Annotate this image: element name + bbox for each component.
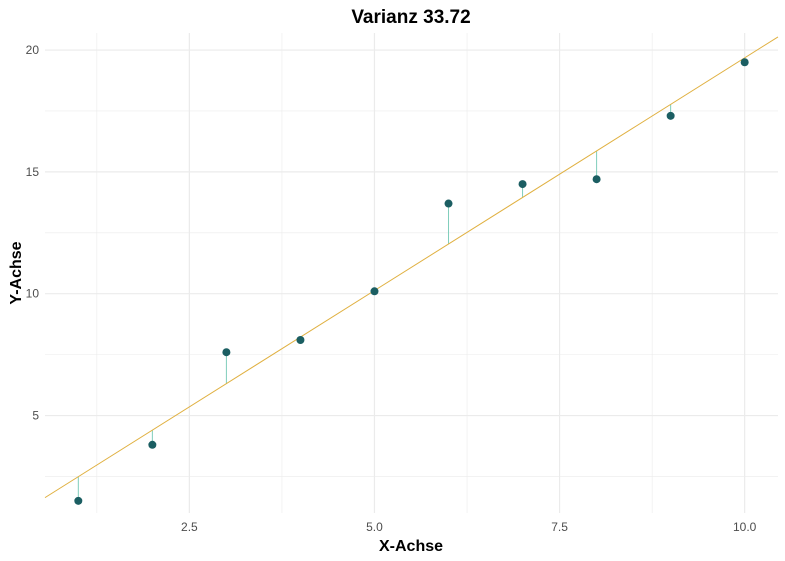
data-point	[444, 199, 453, 208]
x-tick-label: 7.5	[551, 520, 568, 534]
y-tick-label: 20	[26, 43, 40, 57]
data-point	[518, 180, 527, 189]
data-points	[74, 58, 749, 505]
data-point	[592, 175, 601, 184]
regression-line-group	[44, 36, 779, 499]
y-tick-label: 10	[26, 287, 40, 301]
x-tick-labels: 2.5 5.0 7.5 10.0	[181, 520, 757, 534]
x-axis-title: X-Achse	[379, 538, 443, 555]
chart-title: Varianz 33.72	[351, 7, 470, 28]
x-tick-label: 10.0	[733, 520, 757, 534]
y-axis-title: Y-Achse	[8, 241, 25, 304]
data-point	[740, 58, 749, 67]
data-point	[296, 336, 305, 345]
data-point	[666, 111, 675, 120]
regression-line	[44, 36, 779, 499]
residual-lines	[77, 57, 746, 501]
y-tick-label: 5	[32, 409, 39, 423]
data-point	[74, 496, 83, 505]
y-tick-label: 15	[26, 165, 40, 179]
data-point	[148, 440, 157, 449]
x-tick-label: 2.5	[181, 520, 198, 534]
grid	[45, 33, 778, 513]
y-tick-labels: 5 10 15 20	[26, 43, 40, 422]
x-tick-label: 5.0	[366, 520, 383, 534]
data-point	[222, 348, 231, 357]
data-point	[370, 287, 379, 296]
